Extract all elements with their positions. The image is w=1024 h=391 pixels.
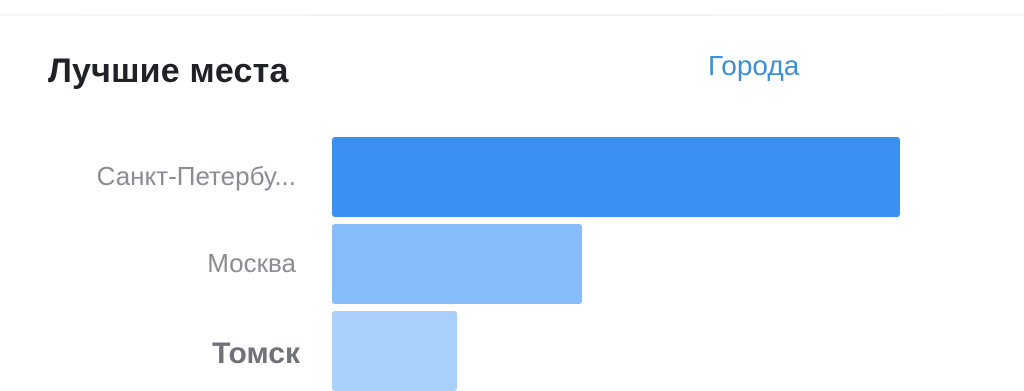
cities-filter-link[interactable]: Города — [708, 50, 800, 81]
bar-label-0: Санкт-Петербу... — [96, 161, 296, 191]
bar-1[interactable] — [332, 224, 582, 304]
section-header: Лучшие места Города — [48, 50, 828, 94]
bar-label-1: Москва — [207, 248, 296, 278]
top-divider — [0, 14, 1024, 16]
bar-2[interactable] — [332, 311, 457, 391]
bar-label-2: Томск — [212, 337, 300, 370]
bar-0[interactable] — [332, 137, 900, 217]
section-title: Лучшие места — [48, 52, 289, 90]
